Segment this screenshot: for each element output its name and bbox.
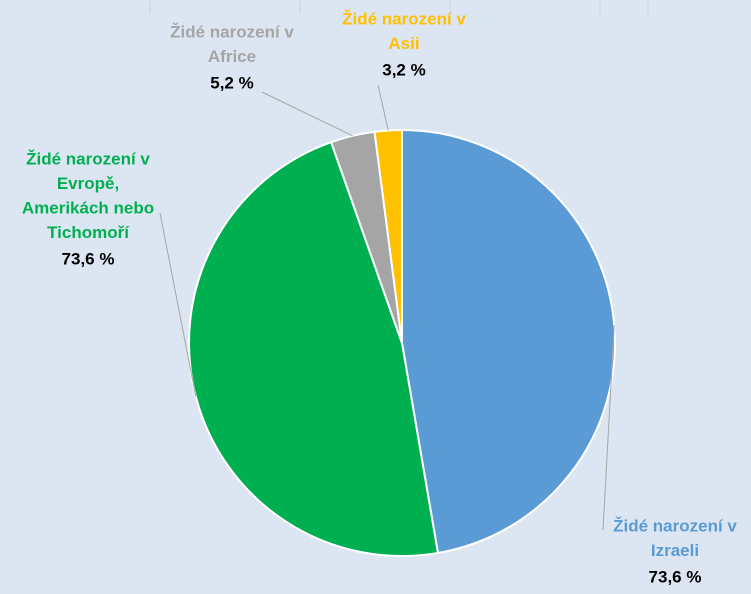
- slice-label: Africe: [208, 47, 256, 66]
- value-label: 3,2 %: [382, 60, 425, 79]
- leader-line: [377, 84, 389, 131]
- slice-label: Židé narození v: [613, 516, 737, 535]
- sheet-grid: [149, 0, 649, 14]
- value-label: 73,6 %: [62, 249, 115, 268]
- slice-label: Židé narození v: [26, 149, 150, 168]
- slice-label: Židé narození v: [342, 9, 466, 28]
- pie-slice: [401, 128, 616, 555]
- leader-line: [261, 91, 353, 137]
- slice-label: Evropě,: [57, 174, 119, 193]
- value-label: 73,6 %: [649, 567, 702, 586]
- slice-label: Tichomoří: [47, 223, 130, 242]
- slice-label: Asii: [388, 34, 419, 53]
- value-label: 5,2 %: [210, 73, 253, 92]
- slice-label: Židé narození v: [170, 22, 294, 41]
- pie-slice: [373, 128, 403, 344]
- slice-label: Izraeli: [651, 541, 699, 560]
- leader-line: [159, 212, 197, 397]
- slice-label: Amerikách nebo: [22, 198, 154, 217]
- leader-line: [602, 324, 615, 531]
